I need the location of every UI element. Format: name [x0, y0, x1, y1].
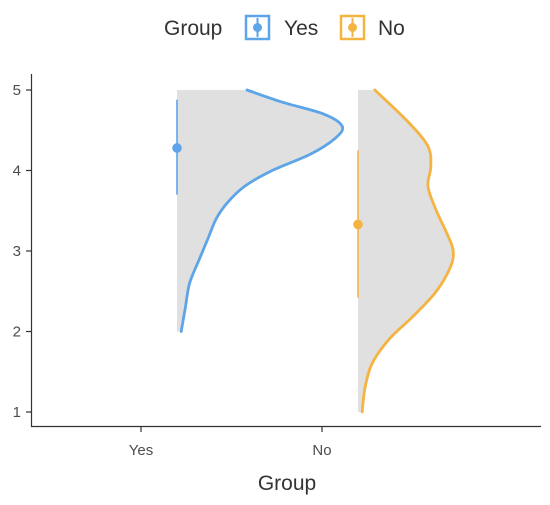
violin-area-yes — [177, 90, 343, 332]
x-axis-title: Group — [258, 472, 316, 495]
violin-layer — [177, 88, 455, 414]
interval-layer — [172, 99, 363, 298]
legend-title: Group — [164, 17, 222, 40]
legend: Group Yes No — [164, 14, 405, 41]
x-axis-ticks: Yes No — [129, 427, 332, 459]
x-tick-label: Yes — [129, 442, 153, 459]
legend-key-no — [339, 14, 366, 41]
violin-outline-no — [360, 88, 455, 414]
y-tick-label: 4 — [13, 163, 21, 180]
y-tick-label: 1 — [13, 404, 21, 421]
y-tick-label: 5 — [13, 82, 21, 99]
legend-key-yes — [244, 14, 271, 41]
mean-point-yes — [172, 143, 182, 153]
legend-key-yes-dot — [253, 23, 262, 32]
y-tick-label: 2 — [13, 324, 21, 341]
legend-label-no: No — [378, 17, 405, 40]
legend-item-yes: Yes — [244, 14, 318, 41]
legend-key-no-dot — [348, 23, 357, 32]
legend-item-no: No — [339, 14, 405, 41]
legend-label-yes: Yes — [284, 17, 318, 40]
x-tick-label: No — [312, 442, 331, 459]
y-axis-ticks: 1 2 3 4 5 — [13, 82, 31, 421]
y-tick-label: 3 — [13, 243, 21, 260]
mean-point-no — [353, 219, 363, 230]
violin-outline-yes — [179, 88, 345, 333]
